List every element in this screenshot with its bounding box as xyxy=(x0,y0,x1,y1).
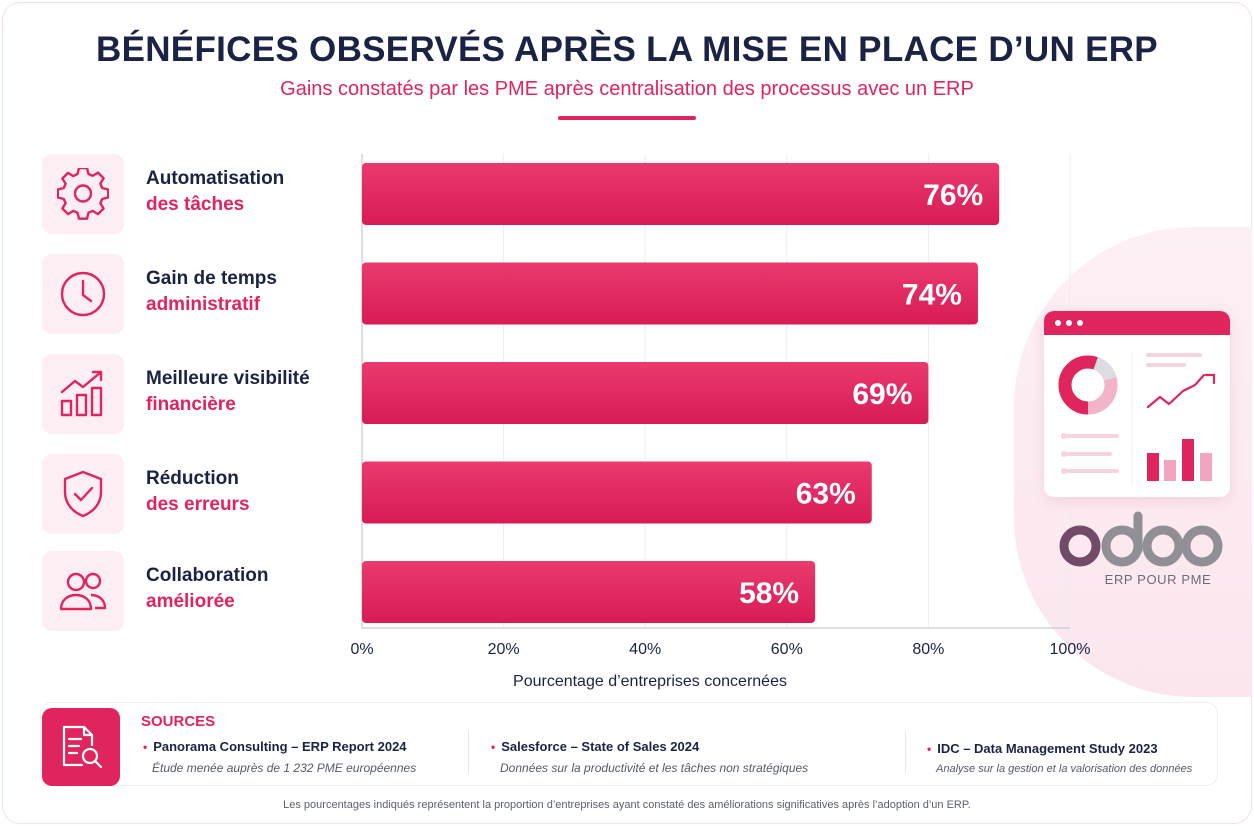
category-label-line2: améliorée xyxy=(146,591,235,612)
x-tick-label: 40% xyxy=(629,641,661,658)
x-tick-label: 100% xyxy=(1050,641,1091,658)
source-name: Salesforce – State of Sales 2024 xyxy=(491,739,808,754)
source-item: IDC – Data Management Study 2023 Analyse… xyxy=(927,741,1192,775)
bar xyxy=(362,561,816,623)
category-label-line2: administratif xyxy=(146,294,261,315)
x-tick-label: 20% xyxy=(488,641,520,658)
bar-value-label: 69% xyxy=(852,378,912,411)
sources-title: SOURCES xyxy=(141,713,216,730)
category-label-line1: Meilleure visibilité xyxy=(146,368,310,389)
source-name: Panorama Consulting – ERP Report 2024 xyxy=(143,739,416,754)
x-tick-label: 60% xyxy=(771,641,803,658)
users-icon xyxy=(42,551,124,631)
dashboard-illustration xyxy=(1044,311,1230,497)
x-tick-label: 0% xyxy=(350,641,373,658)
shield-check-icon xyxy=(42,454,124,534)
category-label-line1: Collaboration xyxy=(146,565,269,586)
document-search-icon xyxy=(42,708,120,786)
bar-value-label: 58% xyxy=(739,577,799,610)
bar xyxy=(362,163,1000,225)
category-label-line2: financière xyxy=(146,394,236,415)
category-label-line2: des erreurs xyxy=(146,494,250,515)
bar xyxy=(362,362,929,424)
divider xyxy=(468,731,469,773)
category-label-line2: des tâches xyxy=(146,194,245,215)
source-description: Données sur la productivité et les tâche… xyxy=(500,761,809,775)
growth-chart-icon xyxy=(42,354,124,434)
footnote: Les pourcentages indiqués représentent l… xyxy=(283,799,971,811)
clock-icon xyxy=(42,254,124,334)
dashboard-graphics xyxy=(1058,353,1216,485)
category-label-line1: Réduction xyxy=(146,468,239,489)
bar xyxy=(362,461,872,524)
category-label-line1: Gain de temps xyxy=(146,268,277,289)
divider xyxy=(905,731,906,773)
category-financial-visibility: Meilleure visibilité financière xyxy=(42,354,352,434)
category-error-reduction: Réduction des erreurs xyxy=(42,454,352,534)
bar-value-label: 63% xyxy=(796,478,856,511)
source-name: IDC – Data Management Study 2023 xyxy=(927,741,1192,756)
bar xyxy=(362,262,978,325)
source-item: Panorama Consulting – ERP Report 2024 Ét… xyxy=(143,739,416,775)
gear-icon xyxy=(42,154,124,234)
sources-panel: SOURCES Panorama Consulting – ERP Report… xyxy=(40,702,1218,786)
title-underline xyxy=(558,116,696,120)
bar-value-label: 76% xyxy=(923,179,983,212)
page-subtitle: Gains constatés par les PME après centra… xyxy=(280,78,974,100)
window-titlebar xyxy=(1044,311,1230,335)
source-item: Salesforce – State of Sales 2024 Données… xyxy=(491,739,808,775)
x-axis-title: Pourcentage d’entreprises concernées xyxy=(513,673,787,690)
category-time-saving: Gain de temps administratif xyxy=(42,254,352,334)
source-description: Analyse sur la gestion et la valorisatio… xyxy=(936,763,1193,775)
category-automation: Automatisation des tâches xyxy=(42,154,352,234)
odoo-logo xyxy=(1059,511,1223,567)
source-description: Étude menée auprès de 1 232 PME européen… xyxy=(152,761,417,775)
x-tick-label: 80% xyxy=(912,641,944,658)
category-collaboration: Collaboration améliorée xyxy=(42,551,352,631)
category-label-line1: Automatisation xyxy=(146,168,285,189)
page-title: BÉNÉFICES OBSERVÉS APRÈS LA MISE EN PLAC… xyxy=(96,30,1158,69)
brand-tagline: ERP POUR PME xyxy=(1104,572,1212,587)
bar-value-label: 74% xyxy=(902,279,962,312)
